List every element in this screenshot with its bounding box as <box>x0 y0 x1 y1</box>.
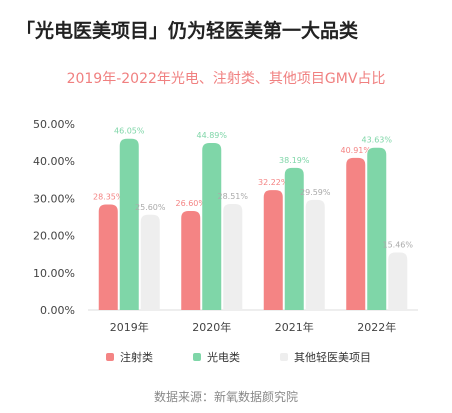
bar <box>202 143 222 310</box>
data-label: 29.59% <box>300 188 331 197</box>
bar <box>305 199 325 310</box>
x-tick-label: 2020年 <box>192 320 231 334</box>
data-source: 数据来源：新氧数据颜究院 <box>153 390 298 404</box>
y-tick-label: 20.00% <box>33 230 75 243</box>
x-tick-label: 2022年 <box>357 320 396 334</box>
data-label: 15.46% <box>382 240 413 249</box>
y-tick-label: 30.00% <box>33 192 75 205</box>
data-label: 40.91% <box>340 146 371 155</box>
data-label: 32.22% <box>258 178 289 187</box>
y-tick-label: 10.00% <box>33 267 75 280</box>
bar <box>388 252 408 310</box>
data-label: 44.89% <box>196 131 227 140</box>
legend-label: 注射类 <box>120 350 153 364</box>
bar <box>284 167 304 310</box>
y-tick-label: 40.00% <box>33 155 75 168</box>
data-label: 46.05% <box>114 127 145 136</box>
bar <box>181 211 201 310</box>
legend-label: 其他轻医美项目 <box>294 350 371 364</box>
bar <box>119 138 139 310</box>
data-label: 43.63% <box>361 136 392 145</box>
data-label: 26.60% <box>175 199 206 208</box>
legend-label: 光电类 <box>207 350 240 364</box>
data-label: 38.19% <box>279 156 310 165</box>
legend-swatch <box>193 353 201 361</box>
bar <box>263 190 283 310</box>
legend-swatch <box>106 353 114 361</box>
chart-title: 2019年-2022年光电、注射类、其他项目GMV占比 <box>66 71 386 87</box>
headline: 「光电医美项目」仍为轻医美第一大品类 <box>16 20 359 42</box>
bar <box>346 157 366 310</box>
x-tick-label: 2021年 <box>275 320 314 334</box>
legend-swatch <box>280 353 288 361</box>
data-label: 25.60% <box>135 203 166 212</box>
data-label: 28.35% <box>93 193 124 202</box>
bar <box>98 204 118 310</box>
y-tick-label: 50.00% <box>33 118 75 131</box>
y-tick-label: 0.00% <box>40 304 75 317</box>
data-label: 28.51% <box>217 192 248 201</box>
bar <box>140 214 160 310</box>
bar <box>223 203 243 310</box>
bar <box>367 147 387 310</box>
x-tick-label: 2019年 <box>110 320 149 334</box>
